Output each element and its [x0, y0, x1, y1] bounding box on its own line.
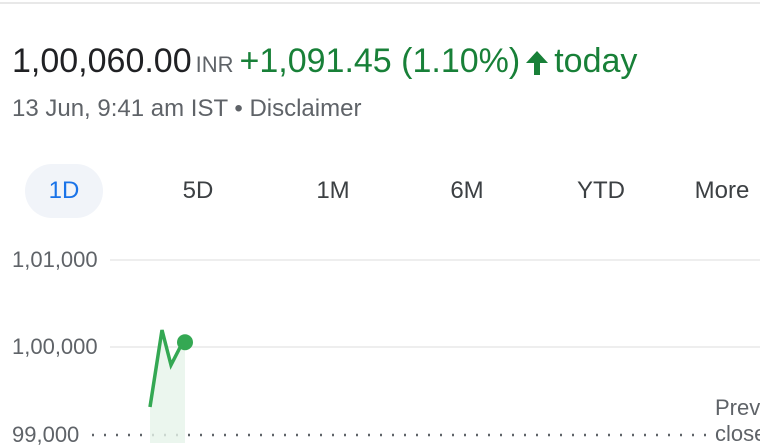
currency: INR: [195, 52, 234, 77]
range-tabs: 1D 5D 1M 6M YTD More: [25, 164, 760, 218]
top-divider: [0, 2, 760, 4]
timestamp: 13 Jun, 9:41 am IST: [12, 95, 228, 122]
tab-more[interactable]: More: [694, 177, 750, 204]
quote-header: 1,00,060.00 INR +1,091.45 (1.10%) today: [12, 42, 637, 81]
tab-6m[interactable]: 6M: [450, 177, 484, 204]
separator: •: [234, 95, 243, 122]
price-change: +1,091.45 (1.10%) today: [240, 42, 638, 80]
current-price-dot: [177, 334, 193, 351]
change-value: +1,091.45 (1.10%): [239, 42, 521, 80]
tab-ytd[interactable]: YTD: [577, 177, 625, 204]
y-tick: 1,00,000: [12, 334, 98, 359]
y-tick: 1,01,000: [12, 247, 98, 272]
tab-1d[interactable]: 1D: [25, 164, 103, 218]
disclaimer-link[interactable]: Disclaimer: [249, 95, 362, 122]
quote-meta: 13 Jun, 9:41 am IST • Disclaimer: [12, 95, 361, 123]
tab-1m[interactable]: 1M: [316, 177, 350, 204]
arrow-up-icon: [526, 51, 549, 76]
period: today: [554, 42, 638, 80]
tab-5d[interactable]: 5D: [182, 177, 214, 204]
previous-close-label: Previous close: [715, 395, 760, 446]
price-value: 1,00,060.00: [12, 42, 192, 80]
